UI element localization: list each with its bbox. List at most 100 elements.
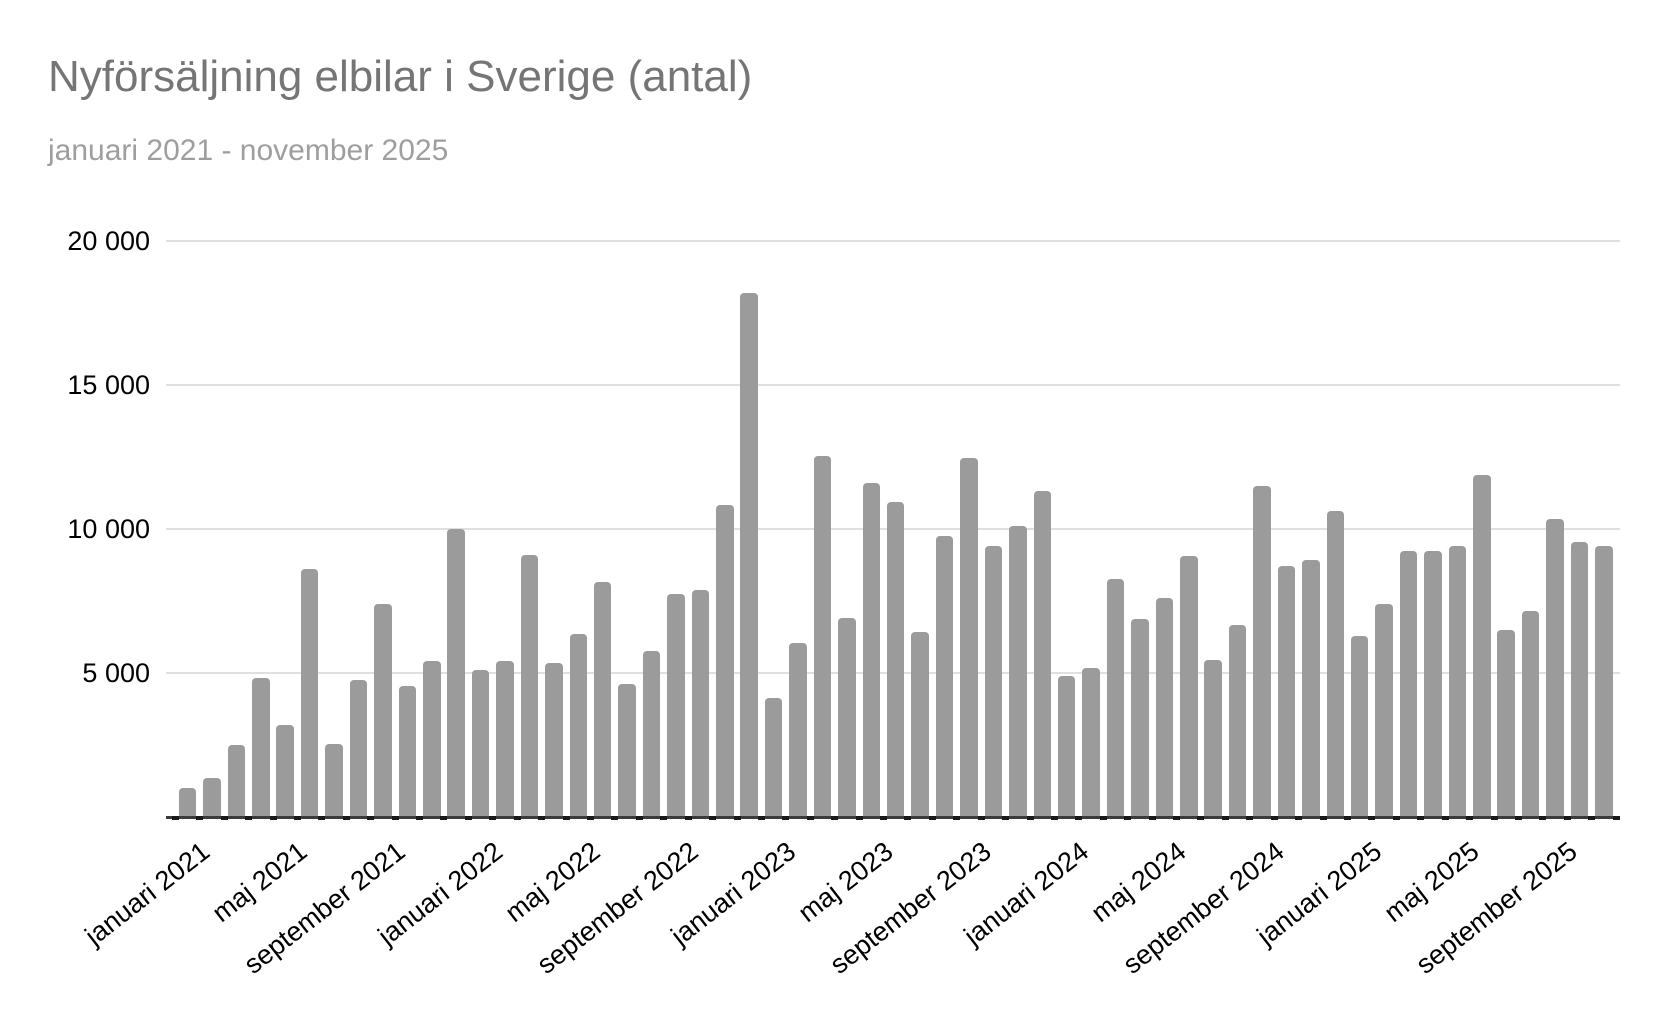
bar[interactable] [642,651,661,817]
bar[interactable] [886,502,905,817]
bar[interactable] [1399,551,1418,817]
bar[interactable] [935,536,954,817]
axis-tick [489,816,497,820]
bar[interactable] [1033,491,1051,817]
bar[interactable] [691,590,710,817]
axis-tick [220,816,228,820]
axis-tick [1319,816,1327,820]
axis-tick [416,816,423,820]
bar[interactable] [813,455,832,817]
axis-tick [635,816,643,820]
bar[interactable] [1570,542,1589,817]
axis-tick [1539,816,1547,820]
bar[interactable] [764,697,783,817]
bar[interactable] [1180,556,1198,817]
bar[interactable] [1253,485,1271,817]
bar[interactable] [374,604,392,817]
bar[interactable] [1424,551,1442,817]
axis-tick [586,816,594,820]
axis-tick [880,816,887,820]
y-axis-tick-label: 15 000 [67,370,150,400]
bar[interactable] [1228,624,1247,817]
bar[interactable] [1155,598,1174,817]
axis-tick [1148,816,1156,820]
axis-tick [1588,816,1596,820]
axis-tick [1050,816,1058,820]
axis-tick [1270,816,1278,820]
bar[interactable] [1204,660,1222,817]
axis-tick [1417,816,1425,820]
bar[interactable] [716,504,734,817]
bar[interactable] [300,568,319,817]
axis-tick [318,816,326,820]
bar[interactable] [398,686,416,817]
axis-tick [684,816,692,820]
axis-tick [782,816,790,820]
axis-tick [928,816,936,820]
bar[interactable] [667,593,685,817]
axis-tick [171,816,179,820]
bar[interactable] [1009,526,1027,817]
bar[interactable] [569,633,587,817]
axis-tick [977,816,985,820]
bar[interactable] [447,528,465,817]
bar[interactable] [545,662,563,817]
axis-tick [245,816,253,820]
axis-tick [1197,816,1205,820]
axis-tick [733,816,741,820]
axis-tick [196,816,204,820]
bar[interactable] [1546,519,1564,817]
axis-tick [269,816,277,820]
bar[interactable] [276,725,294,817]
gridline [166,384,1620,386]
bar[interactable] [789,643,807,817]
bar[interactable] [838,618,856,817]
bar[interactable] [203,778,221,817]
bar[interactable] [1131,618,1149,817]
axis-tick [1246,816,1254,820]
bar[interactable] [471,669,490,817]
bar[interactable] [178,787,197,817]
bar[interactable] [1082,668,1100,817]
bar[interactable] [1375,603,1393,817]
bar[interactable] [252,677,270,817]
bar[interactable] [227,744,246,817]
axis-tick [831,816,839,820]
bar[interactable] [911,632,929,817]
bar[interactable] [984,546,1003,817]
bar[interactable] [325,743,343,817]
axis-tick [342,816,350,820]
bar[interactable] [862,482,880,817]
axis-tick [513,816,521,820]
bar[interactable] [1497,630,1515,817]
axis-tick [904,816,912,820]
chart-title: Nyförsäljning elbilar i Sverige (antal) [48,52,753,101]
bar[interactable] [496,661,514,817]
bar[interactable] [1521,611,1540,817]
axis-tick [1490,816,1498,820]
bar[interactable] [1448,546,1467,817]
axis-tick [709,816,716,820]
axis-tick [1026,816,1034,820]
bar[interactable] [960,457,978,817]
bar[interactable] [1302,559,1320,817]
axis-tick [367,816,375,820]
bar[interactable] [1473,475,1491,817]
bar[interactable] [1106,578,1125,817]
bar[interactable] [520,554,539,817]
bar[interactable] [349,680,368,817]
bar[interactable] [593,582,612,817]
x-axis-tick-label: september 2022 [531,836,704,980]
bar[interactable] [1277,566,1296,817]
axis-tick [1221,816,1229,820]
bar[interactable] [1057,676,1076,817]
bar[interactable] [1595,546,1613,817]
axis-tick [391,816,399,820]
bar[interactable] [1350,635,1369,817]
axis-tick [1295,816,1303,820]
axis-tick [1563,816,1571,820]
bar[interactable] [618,683,636,817]
bar[interactable] [1326,510,1344,817]
bar[interactable] [423,661,441,817]
bar[interactable] [740,292,758,817]
